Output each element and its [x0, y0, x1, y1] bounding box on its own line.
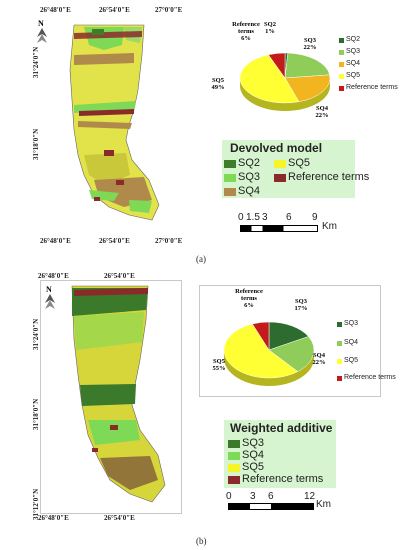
legend-label-a4: SQ4: [238, 185, 261, 197]
pie-legend-sq4-swatch: [339, 62, 344, 67]
legend-swatch-a0: [224, 160, 236, 168]
legend-title-b: Weighted additive: [230, 421, 333, 435]
legend-swatch-b3: [228, 476, 240, 484]
svg-text:N: N: [46, 285, 52, 294]
pie-legend-sq3-swatch: [339, 50, 344, 55]
north-arrow-icon: N: [37, 19, 47, 43]
pie-legend-b-sq5: SQ5: [344, 357, 359, 364]
legend-swatch-b2: [228, 464, 240, 472]
pie-slice-sq3: [268, 321, 309, 351]
panel-label-a: (a): [196, 254, 206, 264]
pie-legend-b-ref: Reference terms: [344, 374, 396, 381]
pie-label-sq5: SQ5 49%: [212, 77, 225, 91]
scale-a-3: 6: [286, 212, 292, 223]
coord-b-top-1: 26°48′0″E: [38, 272, 69, 280]
pie-legend-sq2-swatch: [339, 38, 344, 43]
legend-swatch-a3: [274, 174, 286, 182]
legend-swatch-a1: [274, 160, 286, 168]
scale-unit-a: Km: [322, 221, 337, 232]
pie-legend-b-sq3: SQ3: [344, 320, 359, 327]
coord-top-2: 26°54′0″E: [99, 6, 130, 14]
legend-swatch-a2: [224, 174, 236, 182]
legend-label-b0: SQ3: [242, 437, 265, 449]
legend-label-b3: Reference terms: [242, 473, 324, 485]
pie-legend-ref: Reference terms: [346, 84, 398, 91]
coord-top-1: 26°48′0″E: [40, 6, 71, 14]
pie-legend-b-sq3-swatch: [337, 322, 342, 327]
scale-unit-b: Km: [316, 499, 331, 510]
pie-slice-sq4: [268, 336, 315, 372]
scale-b-0: 0: [226, 491, 232, 502]
legend-label-a2: SQ3: [238, 171, 261, 183]
coord-b-bottom-1: 26°48′0″E: [38, 514, 69, 522]
pie-legend-b-sq5-swatch: [337, 359, 342, 364]
scale-bar-graphic-b: [228, 503, 314, 510]
pie-chart-weighted: SQ3 17% SQ4 22% SQ5 55% Reference terms 6%: [213, 288, 326, 386]
legend-label-a1: SQ5: [288, 157, 311, 169]
legend-label-b2: SQ5: [242, 461, 265, 473]
pie-legend-b-ref-swatch: [337, 376, 342, 381]
pie-legend-b-sq4-swatch: [337, 341, 342, 346]
pie-label-reference-terms: Reference terms 6%: [232, 21, 260, 42]
pie-slice-reference-terms: [268, 52, 286, 79]
pie-legend-sq3: SQ3: [346, 48, 361, 55]
coord-b-left-2: 31°18′0″N: [32, 398, 40, 430]
legend-swatch-b0: [228, 440, 240, 448]
legend-devolved: Devolved model SQ2 SQ5 SQ3 Reference ter…: [222, 140, 369, 198]
pie-slice-sq3: [284, 52, 330, 79]
pie-label-sq4: SQ4 22%: [313, 352, 326, 366]
pie-legend-sq2: SQ2: [346, 36, 361, 43]
pie-legend-sq5-swatch: [339, 74, 344, 79]
pie-label-sq2: SQ2 1%: [264, 21, 276, 35]
pie-legend-sq4: SQ4: [346, 60, 361, 67]
coord-b-top-2: 26°54′0″E: [104, 272, 135, 280]
legend-weighted: Weighted additive SQ3 SQ4 SQ5 Reference …: [224, 420, 336, 488]
scale-a-2: 3: [262, 212, 268, 223]
map-weighted-additive: N: [45, 285, 166, 503]
pie-slice-sq4: [284, 74, 331, 103]
scale-a-4: 9: [312, 212, 318, 223]
pie-chart-devolved: SQ2 1% SQ3 22% SQ4 22% SQ5 49% Reference terms 6%: [212, 21, 331, 119]
pie-legend-b-sq4: SQ4: [344, 339, 359, 346]
scale-a-1: 1.5: [246, 212, 260, 223]
coord-b-bottom-2: 26°54′0″E: [104, 514, 135, 522]
panel-label-b: (b): [196, 536, 207, 546]
pie-slice-reference-terms: [252, 321, 270, 351]
pie-label-sq3: SQ3 22%: [304, 37, 317, 51]
coord-bottom-3: 27°0′0″E: [155, 237, 183, 245]
scale-b-2: 6: [268, 491, 274, 502]
coord-bottom-1: 26°48′0″E: [40, 237, 71, 245]
pie-legend-ref-swatch: [339, 86, 344, 91]
legend-swatch-a4: [224, 188, 236, 196]
pie-label-sq4: SQ4 22%: [316, 105, 329, 119]
pie-slice-sq5: [223, 323, 299, 379]
coord-b-left-1: 31°24′0″N: [32, 318, 40, 350]
coord-top-3: 27°0′0″E: [155, 6, 183, 14]
pie-slice-sq5: [239, 54, 300, 104]
legend-title-a: Devolved model: [230, 141, 323, 155]
scale-bar-graphic-a: [240, 225, 318, 232]
legend-swatch-b1: [228, 452, 240, 460]
north-arrow-icon: N: [45, 285, 55, 309]
legend-label-b1: SQ4: [242, 449, 265, 461]
scale-b-1: 3: [250, 491, 256, 502]
legend-label-a3: Reference terms: [288, 171, 370, 183]
scale-b-3: 12: [304, 491, 316, 502]
pie-legend-sq5: SQ5: [346, 72, 361, 79]
legend-label-a0: SQ2: [238, 157, 261, 169]
map-devolved: N: [37, 19, 160, 221]
coord-bottom-2: 26°54′0″E: [99, 237, 130, 245]
scale-a-0: 0: [238, 212, 244, 223]
pie-label-sq3: SQ3 17%: [295, 298, 308, 312]
pie-label-reference-terms: Reference terms 6%: [235, 288, 263, 309]
svg-text:N: N: [38, 19, 44, 28]
pie-label-sq5: SQ5 55%: [213, 358, 226, 372]
